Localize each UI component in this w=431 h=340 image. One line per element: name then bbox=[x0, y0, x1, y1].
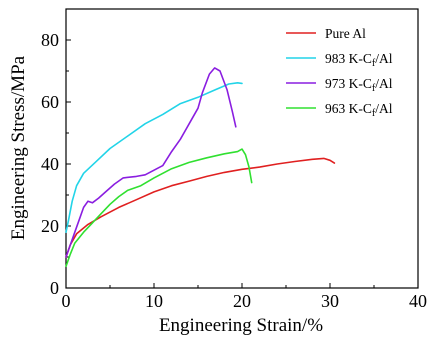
legend-label: 963 K-Cf/Al bbox=[325, 101, 393, 119]
x-tick-label: 10 bbox=[145, 291, 163, 311]
legend-label: Pure Al bbox=[325, 26, 366, 41]
y-tick-label: 60 bbox=[41, 92, 59, 112]
axis-ticks bbox=[65, 8, 419, 289]
series-line-2 bbox=[65, 82, 243, 233]
legend-label: 973 K-Cf/Al bbox=[325, 76, 393, 94]
series-layer bbox=[65, 67, 336, 268]
y-tick-label: 20 bbox=[41, 216, 59, 236]
legend-label: 983 K-Cf/Al bbox=[325, 51, 393, 69]
x-tick-label: 40 bbox=[409, 291, 427, 311]
x-tick-label: 0 bbox=[62, 291, 71, 311]
x-tick-label: 20 bbox=[233, 291, 251, 311]
x-tick-label: 30 bbox=[321, 291, 339, 311]
y-tick-label: 80 bbox=[41, 30, 59, 50]
y-tick-label: 40 bbox=[41, 154, 59, 174]
series-line-1 bbox=[65, 157, 336, 258]
series-line-3 bbox=[65, 67, 237, 258]
y-axis-title: Engineering Stress/MPa bbox=[8, 55, 29, 240]
x-axis-title: Engineering Strain/% bbox=[159, 315, 323, 336]
legend: Pure Al 983 K-Cf/Al 973 K-Cf/Al 963 K-Cf/Al bbox=[286, 26, 393, 119]
x-tick-labels: 0 10 20 30 40 bbox=[62, 291, 428, 311]
series-line-4 bbox=[65, 148, 253, 268]
y-tick-labels: 0 20 40 60 80 bbox=[41, 30, 59, 298]
y-tick-label: 0 bbox=[50, 278, 59, 298]
